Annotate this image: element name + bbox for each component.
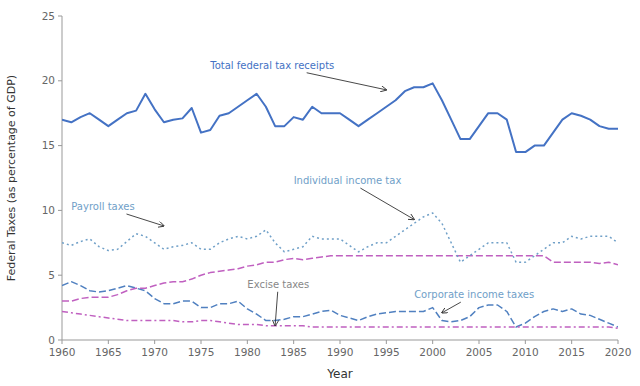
- annotation-text: Individual income tax: [294, 175, 402, 186]
- series-line: [62, 83, 618, 152]
- series-line: [62, 311, 618, 328]
- x-tick: [571, 340, 572, 344]
- y-axis-line: [62, 16, 63, 340]
- annotation-arrow: [442, 302, 461, 313]
- y-tick: [58, 16, 62, 17]
- annotation-text: Excise taxes: [247, 279, 309, 290]
- annotation-text: Corporate income taxes: [414, 289, 534, 300]
- x-tick: [154, 340, 155, 344]
- x-tick: [479, 340, 480, 344]
- x-tick-label: 1985: [280, 346, 307, 358]
- y-tick: [58, 340, 62, 341]
- y-tick: [58, 145, 62, 146]
- x-tick: [62, 340, 63, 344]
- x-tick-label: 1970: [141, 346, 168, 358]
- y-tick: [58, 210, 62, 211]
- annotation-arrow: [360, 188, 414, 219]
- annotation-arrow: [126, 214, 163, 226]
- x-tick-label: 2005: [466, 346, 493, 358]
- x-tick: [525, 340, 526, 344]
- x-tick: [618, 340, 619, 344]
- annotation-arrow: [307, 73, 387, 90]
- y-tick-label: 15: [42, 139, 55, 151]
- x-tick: [108, 340, 109, 344]
- plot-area: [62, 83, 618, 328]
- chart: 1960196519701975198019851990199520002005…: [0, 0, 640, 386]
- x-tick-label: 1980: [234, 346, 261, 358]
- x-tick-label: 1960: [49, 346, 76, 358]
- y-tick: [58, 275, 62, 276]
- x-tick: [201, 340, 202, 344]
- x-tick: [432, 340, 433, 344]
- y-axis-label: Federal Taxes (as percentage of GDP): [5, 75, 18, 281]
- x-tick: [293, 340, 294, 344]
- y-tick-label: 10: [42, 204, 55, 216]
- annotation-arrow: [275, 292, 278, 326]
- annotations: Total federal tax receipts Individual inc…: [71, 60, 534, 326]
- x-tick-label: 1995: [373, 346, 400, 358]
- x-tick-label: 2015: [558, 346, 585, 358]
- y-tick-label: 5: [48, 269, 55, 281]
- x-tick: [247, 340, 248, 344]
- x-tick: [340, 340, 341, 344]
- x-tick-label: 1990: [327, 346, 354, 358]
- y-tick: [58, 80, 62, 81]
- y-tick-label: 20: [42, 74, 55, 86]
- x-tick-label: 1965: [95, 346, 122, 358]
- series-line: [62, 213, 618, 262]
- x-tick-label: 2000: [419, 346, 446, 358]
- x-axis-label: Year: [326, 367, 352, 381]
- annotation-text: Total federal tax receipts: [209, 60, 334, 71]
- x-tick-label: 2020: [605, 346, 632, 358]
- axes: 1960196519701975198019851990199520002005…: [42, 10, 632, 359]
- y-tick-label: 0: [48, 334, 55, 346]
- series-line: [62, 256, 618, 301]
- x-tick-label: 2010: [512, 346, 539, 358]
- annotation-text: Payroll taxes: [71, 201, 134, 212]
- x-tick: [386, 340, 387, 344]
- x-tick-label: 1975: [188, 346, 215, 358]
- y-tick-label: 25: [42, 10, 55, 22]
